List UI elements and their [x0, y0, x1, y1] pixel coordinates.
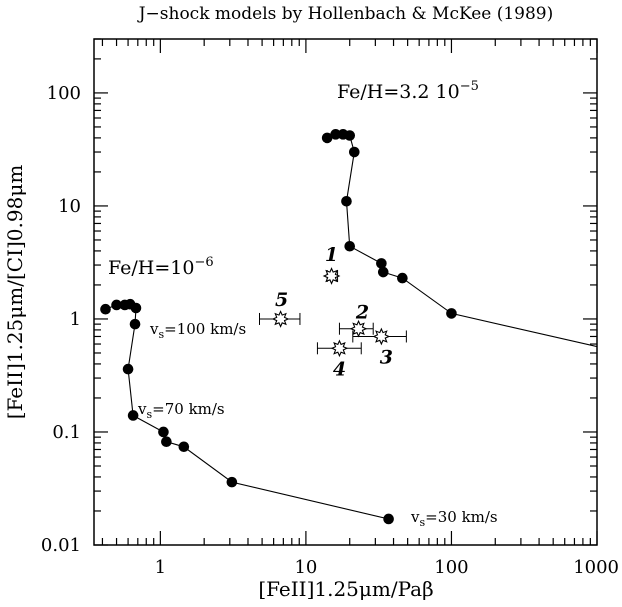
y-tick-label: 0.1 [52, 422, 81, 443]
model-point [344, 240, 356, 252]
x-tick-label: 1000 [573, 557, 619, 578]
model-point [348, 146, 360, 158]
model-point [161, 436, 172, 448]
series-annotation: Fe/H=10−6 [108, 255, 214, 279]
observation-label: 4 [333, 358, 346, 380]
x-tick-label: 1 [155, 557, 166, 578]
model-point [397, 272, 408, 284]
model-point [344, 130, 356, 141]
model-point [100, 303, 111, 315]
x-tick-label: 10 [294, 557, 317, 578]
chart-title: J−shock models by Hollenbach & McKee (19… [137, 4, 554, 24]
observation-label: 2 [355, 302, 369, 324]
annotations: Fe/H=3.2 10−5 Fe/H=10−6 vs=100 km/s vs=70 k… [108, 79, 498, 529]
model-point [178, 441, 190, 453]
velocity-annotation: vs=30 km/s [410, 508, 498, 529]
model-point [377, 266, 389, 278]
model-point [226, 476, 238, 488]
model-point [330, 129, 341, 140]
velocity-annotation: vs=100 km/s [149, 320, 246, 341]
model-point [122, 363, 134, 375]
y-tick-label: 100 [47, 83, 81, 104]
observation-label: 5 [275, 289, 288, 311]
plot-border [93, 38, 598, 546]
x-axis-label: [FeII]1.25μm/Paβ [258, 577, 433, 601]
y-tick-label: 1 [70, 309, 81, 330]
model-point [111, 299, 122, 311]
y-tick-label: 0.01 [41, 535, 81, 556]
y-tick-label: 10 [58, 196, 81, 217]
model-point [127, 410, 139, 421]
series-annotation: Fe/H=3.2 10−5 [337, 79, 479, 103]
model-point [376, 258, 387, 269]
model-point [321, 132, 333, 144]
observation-marker [372, 327, 391, 346]
model-point [130, 302, 142, 314]
observation-marker [271, 310, 290, 328]
model-points [100, 129, 457, 525]
velocity-annotation: vs=70 km/s [137, 400, 225, 421]
x-tick-label: 100 [434, 557, 468, 578]
observation-marker [330, 339, 349, 358]
observation-label: 1 [325, 244, 338, 266]
axis-ticks [94, 38, 598, 546]
model-point [158, 426, 169, 438]
plot-frame [93, 38, 598, 546]
tick-labels: 1 10 100 1000 0.01 0.1 1 10 100 [41, 83, 619, 578]
observation-marker [322, 267, 341, 285]
model-point [129, 318, 141, 330]
observation-label: 3 [380, 346, 393, 368]
model-point [383, 513, 394, 525]
model-point [446, 308, 457, 319]
y-axis-label: [FeII]1.25μm/[CI]0.98μm [3, 165, 27, 420]
model-point [341, 195, 352, 207]
